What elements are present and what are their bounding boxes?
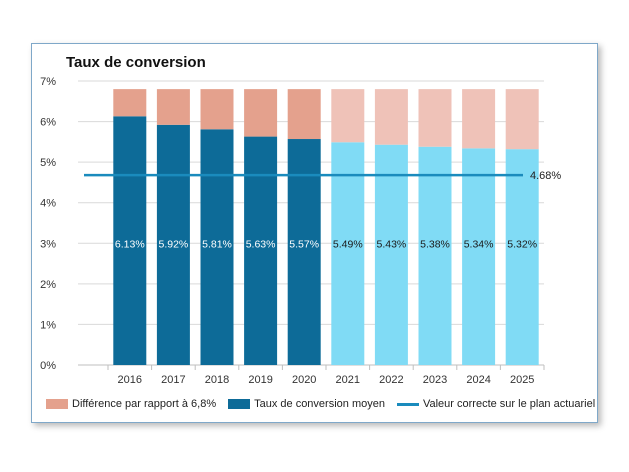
bar-taux-moyen — [331, 142, 365, 365]
bar-taux-moyen — [244, 136, 278, 365]
y-tick-label: 3% — [40, 238, 56, 250]
y-tick-label: 5% — [40, 157, 56, 169]
y-tick-label: 6% — [40, 117, 56, 129]
x-tick-label: 2022 — [379, 374, 403, 386]
legend-label-taux-moyen: Taux de conversion moyen — [254, 398, 385, 410]
bar-taux-moyen — [418, 146, 452, 365]
legend-item-taux-moyen: Taux de conversion moyen — [228, 398, 385, 410]
y-tick-label: 7% — [40, 76, 56, 88]
legend-label-valeur-correcte: Valeur correcte sur le plan actuariel — [422, 398, 596, 410]
bar-taux-moyen — [462, 148, 496, 365]
bar-data-label: 5.57% — [289, 238, 319, 250]
x-tick-label: 2020 — [292, 374, 316, 386]
chart-legend: Différence par rapport à 6,8% Taux de co… — [46, 396, 607, 412]
bar-data-label: 5.38% — [420, 238, 450, 250]
legend-swatch-valeur-correcte — [396, 402, 419, 406]
bar-data-label: 5.63% — [246, 238, 276, 250]
bar-data-label: 5.81% — [202, 238, 232, 250]
bar-data-label: 5.43% — [377, 238, 407, 250]
legend-item-valeur-correcte: Valeur correcte sur le plan actuariel — [396, 398, 596, 410]
chart-plot: 0% 1% 2% 3% 4% 5% 6% 7% 6.13% 2016 5.92% 2017 5.81% 2… — [40, 76, 561, 386]
bar-difference — [113, 89, 147, 117]
x-tick-label: 2017 — [161, 374, 185, 386]
chart-title: Taux de conversion — [66, 54, 206, 71]
bar-difference — [200, 89, 234, 130]
bar-taux-moyen — [113, 116, 147, 365]
x-tick-label: 2025 — [510, 374, 534, 386]
x-tick-label: 2019 — [248, 374, 272, 386]
x-tick-label: 2021 — [336, 374, 360, 386]
x-tick-label: 2024 — [466, 374, 490, 386]
bar-data-label: 5.92% — [159, 238, 189, 250]
x-tick-label: 2018 — [205, 374, 229, 386]
legend-swatch-taux-moyen — [228, 399, 251, 409]
bar-taux-moyen — [287, 139, 321, 365]
y-tick-label: 1% — [40, 319, 56, 331]
bar-difference — [287, 89, 321, 140]
legend-label-difference: Différence par rapport à 6,8% — [72, 398, 217, 410]
bar-data-label: 5.34% — [464, 238, 494, 250]
reference-line-label: 4.68% — [530, 170, 561, 182]
y-tick-label: 4% — [40, 198, 56, 210]
x-tick-label: 2016 — [118, 374, 142, 386]
legend-item-difference: Différence par rapport à 6,8% — [46, 398, 216, 410]
y-tick-label: 0% — [40, 360, 56, 372]
bar-difference — [462, 89, 496, 149]
x-tick-label: 2023 — [423, 374, 447, 386]
bar-data-label: 5.32% — [507, 238, 537, 250]
bar-data-label: 5.49% — [333, 238, 363, 250]
bar-difference — [418, 89, 452, 147]
bar-difference — [244, 89, 278, 137]
bar-difference — [331, 89, 365, 143]
legend-swatch-difference — [46, 399, 68, 409]
bar-taux-moyen — [200, 129, 234, 365]
bar-taux-moyen — [505, 149, 539, 365]
bar-taux-moyen — [374, 144, 408, 365]
bar-difference — [374, 89, 408, 145]
chart-frame: Taux de conversion 0% 1% 2% 3% 4% 5% 6% 7% 6.13%… — [31, 43, 598, 423]
bar-difference — [505, 89, 539, 150]
bar-taux-moyen — [156, 124, 190, 366]
bar-difference — [156, 89, 190, 125]
bar-data-label: 6.13% — [115, 238, 145, 250]
y-tick-label: 2% — [40, 279, 56, 291]
